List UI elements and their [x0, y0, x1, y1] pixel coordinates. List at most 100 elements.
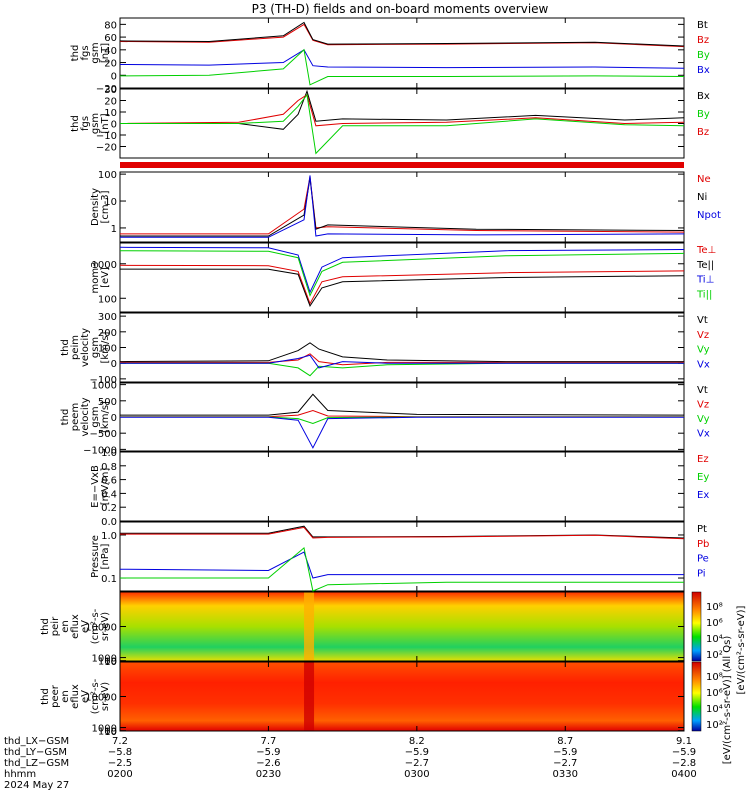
heatmap-image: [120, 662, 684, 731]
legend-entry: Ni: [697, 192, 707, 203]
series-line-black: [119, 268, 685, 307]
legend-entry: By: [697, 50, 710, 61]
y-axis-label: eflux: [70, 614, 81, 639]
x-axis-value: 0300: [404, 769, 429, 780]
colorbar-strip: [691, 661, 702, 732]
y-tick-label: 1000: [92, 654, 117, 665]
y-tick-label: 0.4: [101, 489, 117, 500]
legend-entry: Vz: [697, 330, 709, 341]
x-axis-value: −5.9: [256, 747, 280, 758]
series-line-red: [119, 94, 685, 127]
y-tick-label: 1000: [92, 724, 117, 735]
plot-title: P3 (TH-D) fields and on-board moments ov…: [252, 2, 549, 16]
colorbar-tick-label: 10⁴: [706, 634, 723, 645]
y-axis-label: [nPa]: [100, 543, 111, 569]
legend-entry: By: [697, 109, 710, 120]
y-tick-label: −500: [90, 429, 117, 440]
y-tick-label: −100: [90, 375, 117, 386]
y-axis-label: peer: [50, 684, 61, 708]
y-tick-label: 500: [98, 397, 117, 408]
series-line-red: [119, 23, 685, 48]
series-line-black: [119, 21, 685, 47]
y-tick-label: 20: [104, 59, 117, 70]
x-axis-value: −2.7: [405, 758, 429, 769]
series-line-black: [119, 342, 684, 363]
legend-entry: Te||: [696, 260, 714, 271]
x-axis-value: 0400: [671, 769, 696, 780]
legend-entry: Ne: [697, 174, 711, 185]
y-tick-label: 1: [111, 224, 117, 235]
y-axis-label: (cm²-s-: [90, 678, 101, 714]
series-line-blue: [119, 551, 684, 579]
heatmap-image: [120, 592, 684, 661]
x-axis-value: 7.7: [260, 736, 276, 747]
x-axis-value: 8.2: [409, 736, 425, 747]
y-axis-label: en: [60, 690, 71, 703]
legend-entry: Bt: [697, 20, 708, 31]
y-tick-label: 0.0: [101, 517, 117, 528]
y-axis-label: [km/s]: [100, 401, 111, 433]
y-tick-label: 1.0: [101, 448, 117, 459]
y-tick-label: 1.0: [101, 531, 117, 542]
legend-entry: Vy: [697, 345, 710, 356]
x-axis-value: 0200: [107, 769, 132, 780]
series-line-green: [120, 362, 684, 377]
legend-entry: Vy: [697, 414, 710, 425]
legend-entry: Ti⊥: [696, 275, 714, 286]
y-axis-label: sr-eV): [100, 612, 111, 641]
x-axis-value: −2.8: [672, 758, 696, 769]
y-tick-label: 100: [98, 294, 117, 305]
series-line-black: [120, 393, 685, 416]
legend-entry: Bx: [697, 91, 710, 102]
series-line-green: [119, 48, 685, 86]
y-axis-label: peim: [70, 335, 81, 360]
x-axis-row-label: thd_LY−GSM: [4, 747, 67, 758]
x-axis-value: −5.8: [108, 747, 132, 758]
y-tick-label: 0: [111, 120, 117, 131]
x-axis-value: −2.7: [553, 758, 577, 769]
legend-entry: Bx: [697, 65, 710, 76]
y-axis-label: eV: [80, 620, 91, 633]
panel-3: 100 10 1 Density [cm-3] Ne Ni Npot: [90, 170, 721, 243]
y-axis-label: eV: [80, 690, 91, 703]
y-tick-label: 200: [98, 328, 117, 339]
y-tick-label: 0.8: [101, 462, 117, 473]
legend-entry: Vt: [697, 385, 708, 396]
y-axis-label: eflux: [70, 684, 81, 709]
legend-entry: Bz: [697, 35, 709, 46]
y-tick-label: 100: [98, 170, 117, 181]
legend-entry: Vt: [697, 315, 708, 326]
y-axis-label: Density: [90, 188, 101, 226]
panel-6: 1000 500 0 −500 −1000 thd peem velocity gsm [km/s…: [60, 381, 710, 457]
colorbar-tick-label: 10⁴: [706, 704, 723, 715]
x-axis-value: 8.7: [557, 736, 573, 747]
legend-entry: Pe: [697, 554, 709, 565]
series-line-red: [120, 176, 685, 235]
y-axis-label: fgs: [80, 45, 91, 60]
series-line-black: [120, 178, 685, 237]
y-tick-label: −10: [96, 131, 117, 142]
y-axis-label: velocity: [80, 397, 91, 436]
legend-entry: Ti||: [696, 289, 712, 300]
y-axis-label: [nT]: [100, 113, 111, 133]
y-tick-label: 80: [104, 20, 117, 31]
y-tick-label: 300: [98, 312, 117, 323]
legend-entry: Vz: [697, 400, 709, 411]
panel-frame: [119, 17, 685, 89]
series-line-blue: [120, 175, 685, 238]
y-axis-label: mom3: [90, 262, 101, 294]
y-tick-label: 60: [104, 33, 117, 44]
y-axis-label: gsm: [90, 337, 101, 358]
y-tick-label: 0.2: [101, 503, 117, 514]
y-tick-label: 10: [104, 197, 117, 208]
y-axis-label: thd: [60, 339, 71, 356]
y-axis-label: [eV]: [100, 267, 111, 288]
x-axis-value: −5.9: [672, 747, 696, 758]
y-axis-label: thd: [70, 45, 81, 62]
y-axis-label: [km/s]: [100, 331, 111, 363]
y-axis-label: peem: [70, 403, 81, 431]
y-axis-label: [cm-3]: [100, 190, 111, 223]
